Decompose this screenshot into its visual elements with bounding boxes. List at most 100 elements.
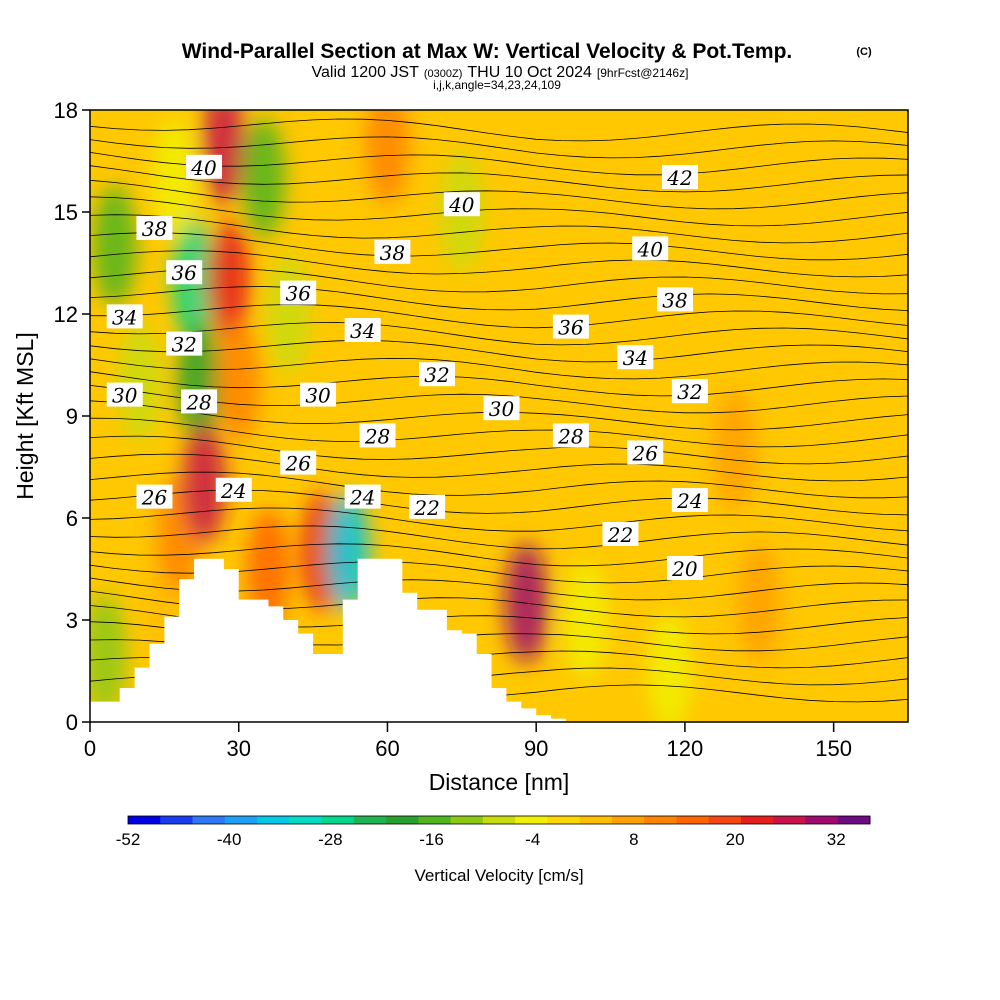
- isentrope-label-1: 38: [136, 216, 173, 241]
- isentrope-label-text: 32: [677, 380, 702, 404]
- isentrope-lines: [90, 118, 908, 703]
- x-axis-title: Distance [nm]: [429, 769, 570, 795]
- colorbar-tick-label: 20: [726, 830, 745, 849]
- isentrope-label-text: 24: [220, 479, 246, 503]
- isentrope-label-text: 28: [364, 424, 390, 448]
- colorbar-swatch: [805, 816, 839, 824]
- isentrope-line-10: [90, 507, 908, 532]
- isentrope-line-9: [90, 525, 908, 550]
- velocity-cell-20: [563, 560, 608, 680]
- isentrope-label-16: 24: [344, 484, 381, 510]
- isentrope-label-text: 40: [636, 237, 663, 261]
- isentrope-label-text: 32: [171, 333, 196, 357]
- colorbar-swatch: [224, 816, 258, 824]
- isentrope-label-13: 30: [300, 382, 337, 408]
- y-axis-title: Height [Kft MSL]: [12, 332, 38, 499]
- colorbar-swatch: [708, 816, 742, 824]
- colorbar-tick-label: 32: [827, 830, 846, 849]
- colorbar-tick-label: -40: [217, 830, 242, 849]
- colorbar-swatch: [773, 816, 806, 824]
- x-tick-label: 0: [84, 736, 96, 761]
- isentrope-label-7: 26: [136, 484, 173, 510]
- isentrope-label-25: 40: [632, 236, 669, 261]
- isentrope-label-23: 26: [627, 440, 664, 465]
- isentrope-line-31: [90, 152, 908, 176]
- isentrope-label-24: 42: [661, 165, 698, 190]
- isentrope-line-32: [90, 136, 908, 159]
- velocity-cell-11: [216, 322, 261, 442]
- isentrope-label-box: [409, 494, 446, 519]
- y-tick-label: 15: [54, 200, 78, 225]
- isentrope-label-20: 36: [552, 314, 589, 340]
- isentrope-label-box: [552, 423, 589, 448]
- isentrope-label-text: 30: [489, 397, 515, 421]
- y-tick-label: 0: [66, 710, 78, 735]
- isentrope-label-box: [671, 488, 708, 512]
- x-tick-label: 120: [667, 736, 704, 761]
- x-tick-label: 60: [375, 736, 399, 761]
- isentrope-label-6: 28: [181, 389, 218, 414]
- isentrope-label-box: [280, 280, 317, 305]
- isentrope-label-box: [280, 450, 317, 475]
- isentrope-label-text: 24: [676, 489, 702, 513]
- isentrope-label-text: 36: [171, 261, 197, 285]
- isentrope-line-28: [90, 196, 908, 227]
- velocity-cell-0: [90, 594, 127, 714]
- isentrope-label-18: 32: [419, 362, 456, 387]
- isentrope-label-19: 30: [483, 396, 520, 421]
- isentrope-line-24: [90, 268, 908, 295]
- isentrope-label-26: 38: [656, 287, 693, 312]
- isentrope-line-19: [90, 357, 908, 380]
- colorbar-tick-label: 8: [629, 830, 638, 849]
- isentrope-label-box: [166, 331, 203, 356]
- colorbar-swatch: [289, 816, 323, 824]
- isentrope-label-box: [552, 314, 589, 339]
- isentrope-label-11: 36: [280, 280, 317, 306]
- isentrope-label-box: [181, 389, 218, 414]
- isentrope-line-8: [90, 543, 908, 567]
- colorbar-swatch: [353, 816, 387, 824]
- isentrope-label-12: 34: [344, 318, 381, 343]
- colorbar-tick-label: -28: [318, 830, 343, 849]
- velocity-cell-10: [206, 220, 251, 340]
- velocity-cell-21: [648, 611, 693, 722]
- colorbar-swatch: [611, 816, 645, 824]
- isentrope-label-17: 22: [409, 494, 446, 520]
- isentrope-label-30: 20: [666, 556, 703, 581]
- isentrope-line-13: [90, 453, 908, 482]
- isentrope-label-box: [443, 192, 480, 217]
- isentrope-line-33: [90, 118, 908, 142]
- isentrope-label-box: [483, 396, 520, 421]
- isentrope-label-15: 26: [280, 450, 317, 476]
- colorbar-tick-label: -4: [525, 830, 540, 849]
- colorbar-swatch: [321, 816, 355, 824]
- velocity-cell-22: [712, 390, 757, 510]
- colorbar: -52 -40 -28 -16 -4 8 20 32: [116, 815, 871, 849]
- isentrope-line-21: [90, 322, 908, 346]
- x-tick-label: 150: [815, 736, 852, 761]
- isentrope-label-text: 24: [349, 486, 375, 510]
- colorbar-frame: [127, 815, 871, 825]
- isentrope-label-box: [627, 440, 664, 465]
- velocity-cell-12: [241, 118, 286, 238]
- isentrope-label-text: 20: [671, 557, 698, 581]
- colorbar-swatch: [482, 816, 516, 824]
- isentrope-label-box: [617, 345, 654, 370]
- colorbar-swatch: [579, 816, 613, 824]
- isentrope-line-30: [90, 165, 908, 193]
- isentrope-line-20: [90, 339, 908, 363]
- y-tick-label: 9: [66, 404, 78, 429]
- isentrope-label-box: [344, 484, 381, 509]
- isentrope-label-text: 34: [112, 305, 137, 329]
- y-tick-label: 6: [66, 506, 78, 531]
- colorbar-swatch: [257, 816, 290, 824]
- colorbar-swatch: [644, 816, 677, 824]
- isentrope-label-text: 34: [623, 346, 648, 370]
- velocity-cell-2: [117, 322, 162, 442]
- isentrope-label-text: 22: [413, 496, 439, 520]
- colorbar-swatch: [128, 816, 161, 824]
- isentrope-label-text: 22: [607, 523, 633, 547]
- isentrope-label-text: 30: [305, 384, 331, 408]
- isentrope-label-box: [661, 165, 698, 189]
- isentrope-label-5: 30: [106, 382, 143, 408]
